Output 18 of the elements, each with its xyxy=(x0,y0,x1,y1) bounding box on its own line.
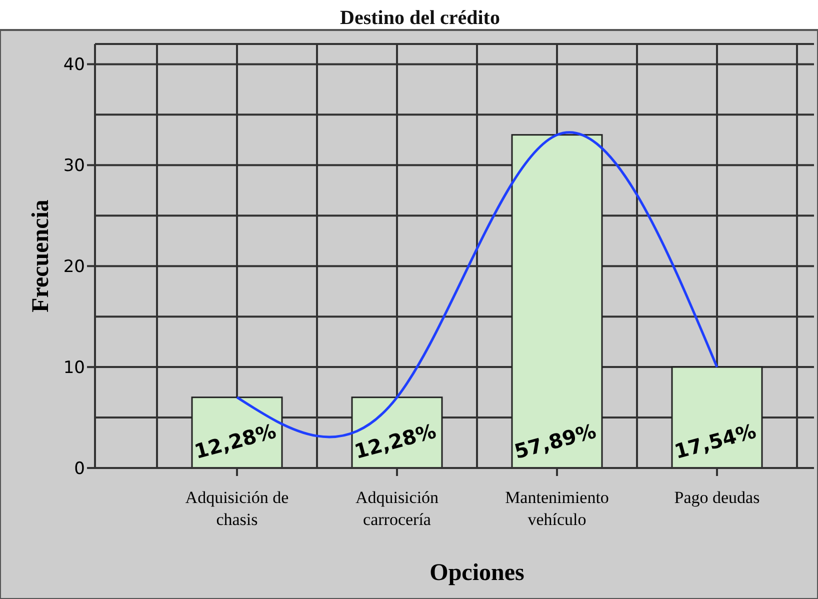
chart-title: Destino del crédito xyxy=(340,7,500,29)
annotation: 12,28% xyxy=(352,418,439,464)
y-tick-label: 20 xyxy=(63,257,85,278)
y-tick-label: 40 xyxy=(63,55,85,76)
x-tick-label: Adquisición carrocería xyxy=(355,488,440,529)
x-axis-title: Opciones xyxy=(430,560,524,586)
y-tick-label: 10 xyxy=(63,358,85,378)
x-tick-label: Pago deudas xyxy=(674,488,760,507)
annotation: 57,89% xyxy=(512,418,599,464)
annotation: 12,28% xyxy=(192,418,279,464)
x-tick-label: Adquisición de chasis xyxy=(185,488,289,529)
bar xyxy=(511,134,603,469)
y-axis-title: Frecuencia xyxy=(28,200,54,312)
y-tick-label: 0 xyxy=(74,459,85,479)
x-tick-label: Mantenimiento vehículo xyxy=(505,488,609,529)
annotation: 17,54% xyxy=(672,418,759,464)
bar xyxy=(671,366,763,469)
y-tick-label: 30 xyxy=(63,156,85,176)
